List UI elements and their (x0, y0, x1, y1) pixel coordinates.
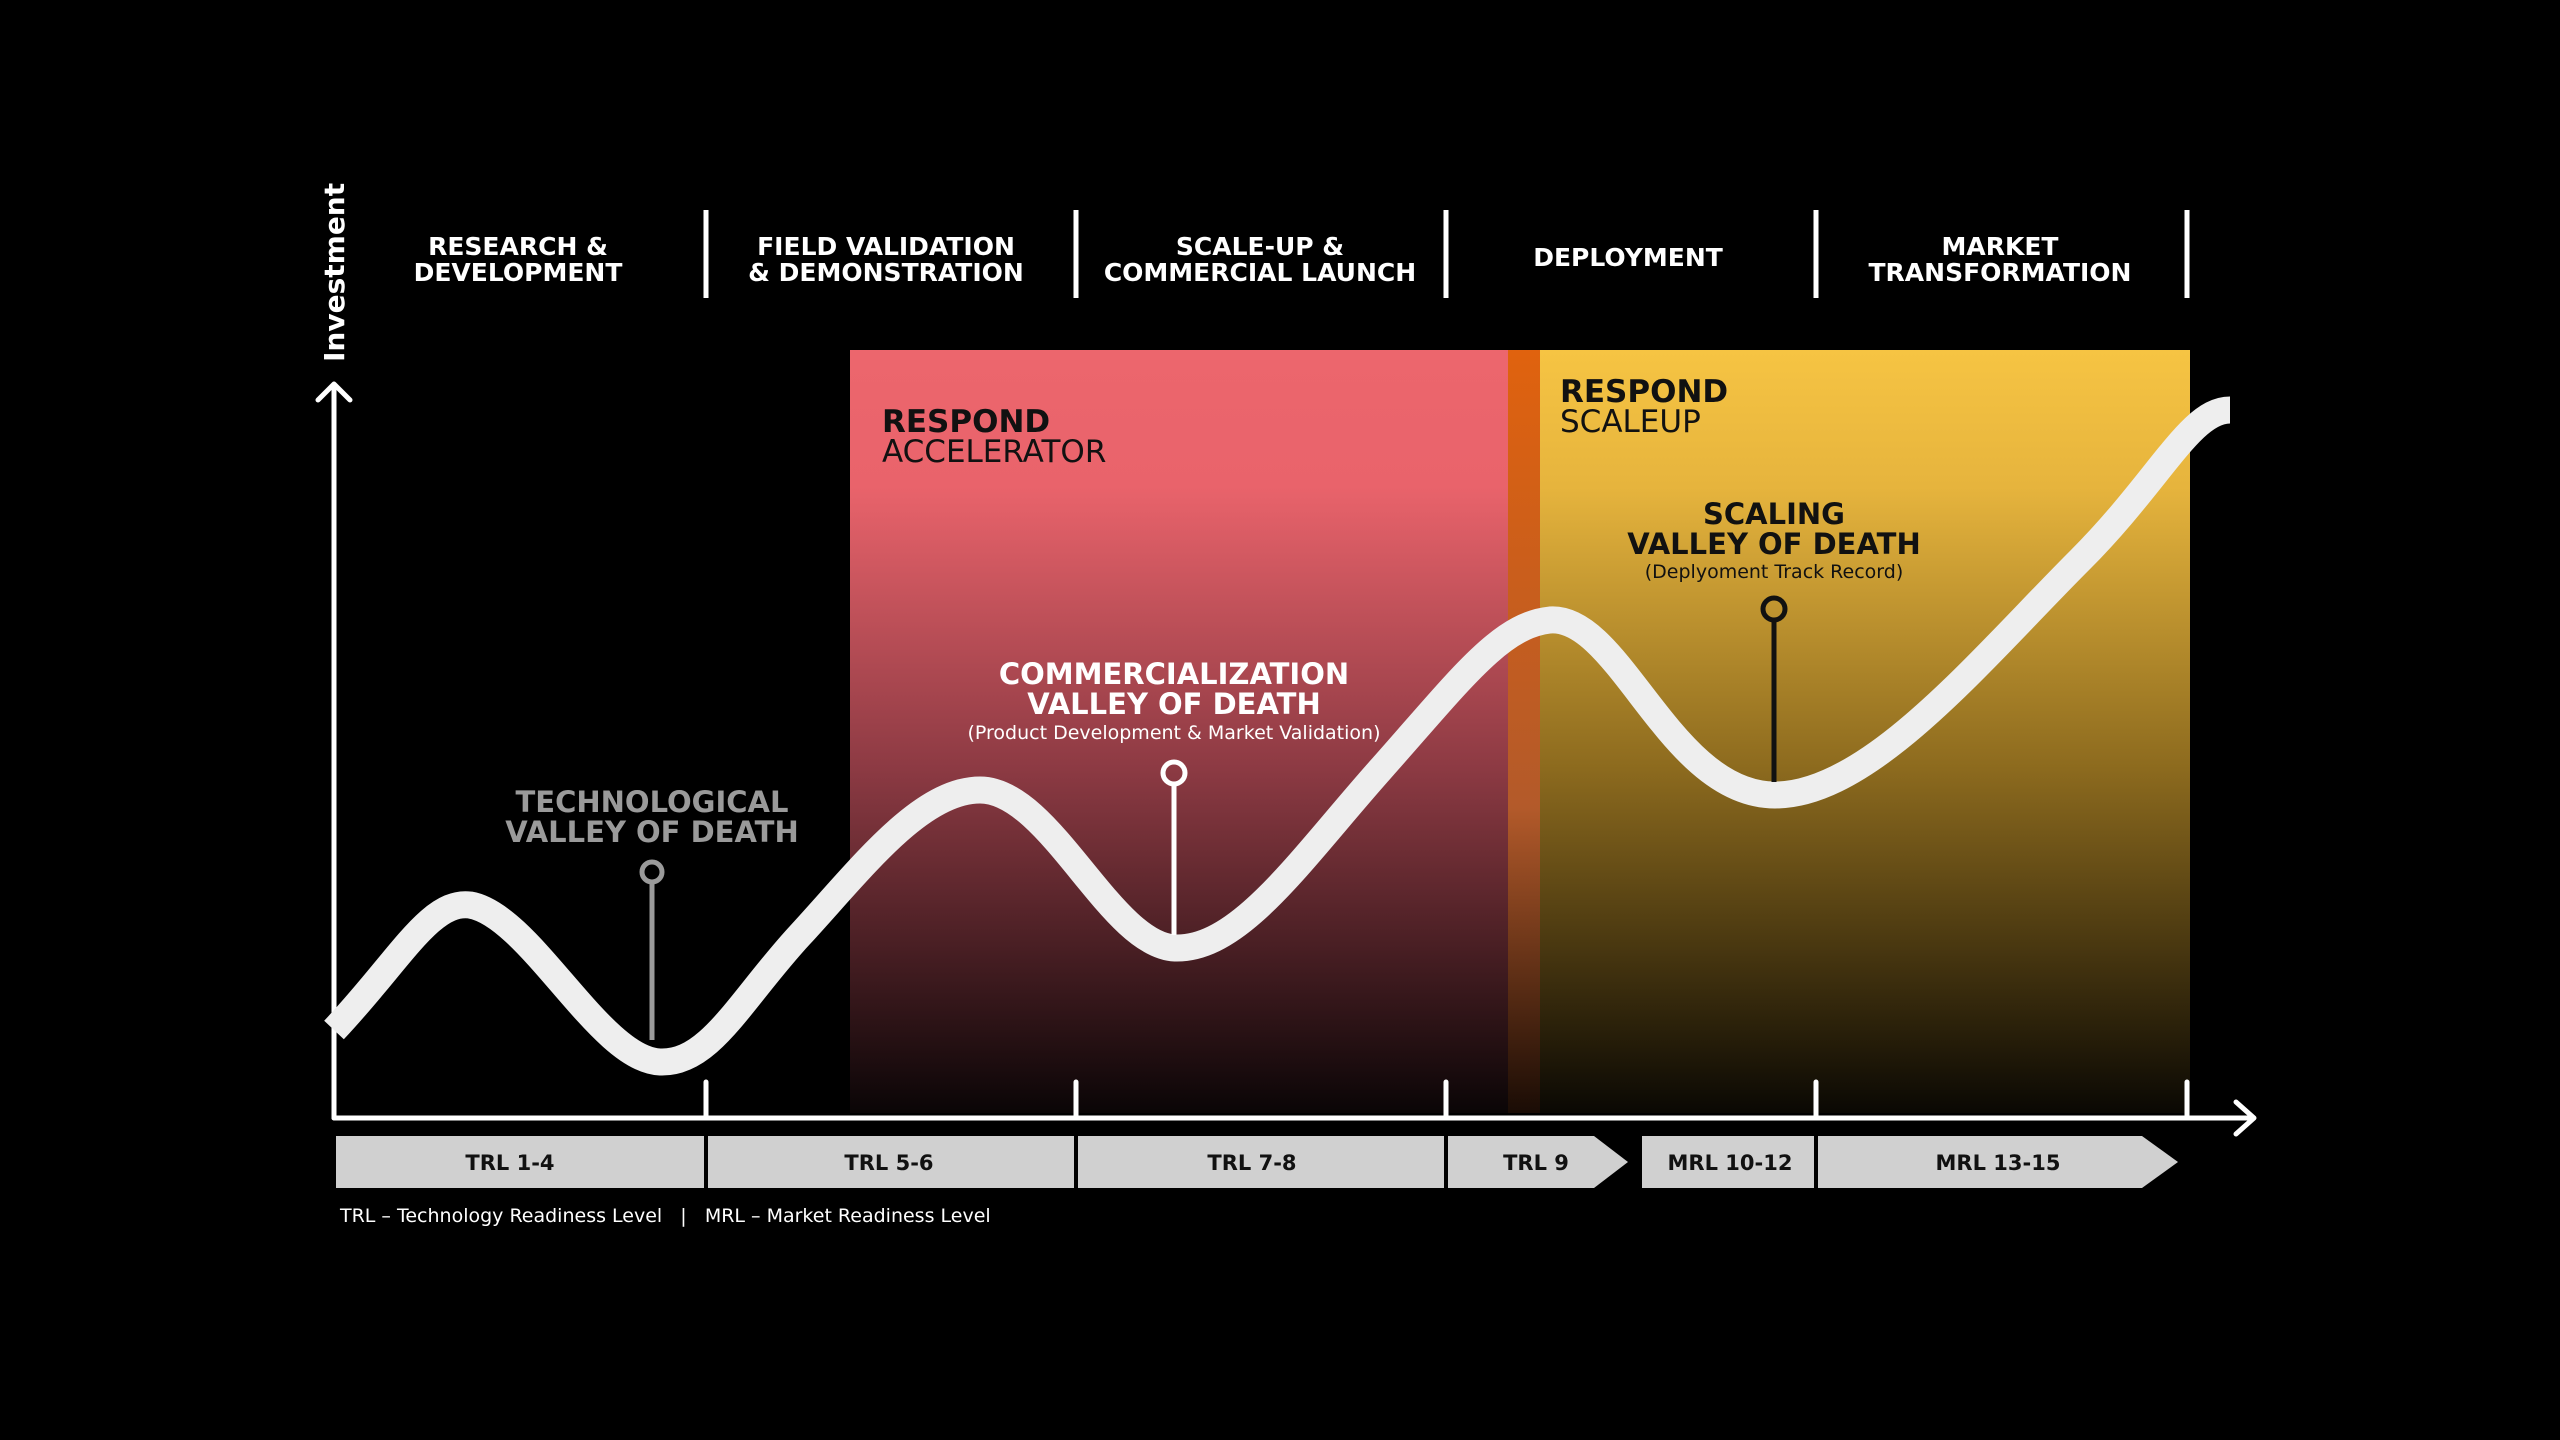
scaling-valley-subtitle: (Deplyoment Track Record) (1645, 561, 1904, 583)
panel-divider (1508, 350, 1540, 1113)
step-trl-9 (1448, 1136, 1628, 1188)
scaleup-panel (1540, 350, 2190, 1113)
y-axis-arrow (315, 381, 353, 403)
pin-marker (1160, 759, 1188, 787)
tech-valley-pin (639, 859, 665, 1040)
tech-valley-title: TECHNOLOGICAL (516, 785, 789, 819)
phase-headers: RESEARCH & DEVELOPMENT FIELD VALIDATION … (414, 232, 2132, 287)
phase-header: FIELD VALIDATION (757, 232, 1015, 261)
phase-header: COMMERCIAL LAUNCH (1104, 258, 1416, 287)
phase-header: & DEMONSTRATION (748, 258, 1024, 287)
commercial-valley-title: VALLEY OF DEATH (1027, 687, 1320, 721)
scaling-valley-title: VALLEY OF DEATH (1627, 527, 1920, 561)
scaleup-title-bold: RESPOND (1560, 374, 1728, 410)
step-trl-1-4 (336, 1136, 704, 1188)
step-label: TRL 7-8 (1207, 1151, 1296, 1175)
phase-header: DEPLOYMENT (1533, 243, 1723, 272)
commercial-valley-title: COMMERCIALIZATION (999, 657, 1349, 691)
step-mrl-10-12 (1642, 1136, 1814, 1188)
tech-valley-title: VALLEY OF DEATH (505, 815, 798, 849)
step-label: TRL 5-6 (844, 1151, 933, 1175)
phase-header: RESEARCH & (428, 232, 608, 261)
step-label: MRL 13-15 (1936, 1151, 2061, 1175)
step-trl-5-6 (708, 1136, 1074, 1188)
phase-header: TRANSFORMATION (1869, 258, 2132, 287)
step-mrl-13-15 (1818, 1136, 2178, 1188)
pin-marker (1760, 595, 1788, 623)
readiness-steps (336, 1136, 2178, 1188)
legend: TRL – Technology Readiness Level | MRL –… (339, 1205, 991, 1227)
step-trl-7-8 (1078, 1136, 1444, 1188)
commercial-valley-subtitle: (Product Development & Market Validation… (968, 722, 1381, 744)
step-label: MRL 10-12 (1668, 1151, 1793, 1175)
commercial-valley-pin (1160, 759, 1188, 935)
scaleup-title: SCALEUP (1560, 404, 1701, 440)
pin-marker (639, 859, 665, 885)
y-axis-label: Investment (318, 183, 351, 362)
scaling-valley-title: SCALING (1703, 497, 1845, 531)
x-axis-arrow (2233, 1099, 2257, 1137)
accelerator-title: ACCELERATOR (882, 434, 1106, 470)
investment-curve (324, 396, 2232, 1076)
step-label: TRL 9 (1503, 1151, 1569, 1175)
phase-header: SCALE-UP & (1176, 232, 1344, 261)
scaling-valley-pin (1760, 595, 1788, 782)
phase-header: DEVELOPMENT (414, 258, 623, 287)
accelerator-title-bold: RESPOND (882, 404, 1050, 440)
step-label: TRL 1-4 (465, 1151, 554, 1175)
phase-header: MARKET (1942, 232, 2059, 261)
axes (315, 381, 2257, 1137)
phase-separators (703, 210, 2190, 298)
